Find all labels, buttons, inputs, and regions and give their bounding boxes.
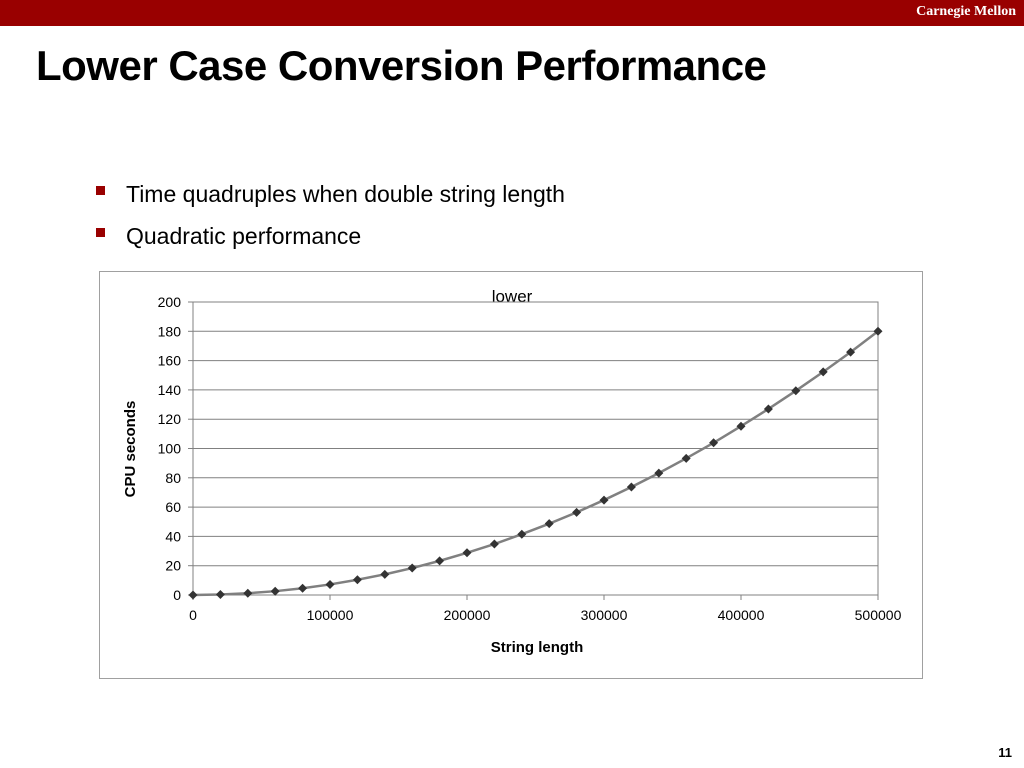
data-point — [544, 519, 554, 529]
y-tick-label: 200 — [158, 294, 182, 310]
page-number: 11 — [998, 745, 1012, 760]
y-tick-label: 40 — [165, 528, 181, 544]
data-point — [599, 495, 609, 505]
data-point — [435, 556, 445, 566]
data-point — [215, 590, 225, 600]
x-tick-label: 100000 — [307, 607, 354, 623]
data-point — [846, 347, 856, 357]
slide-title: Lower Case Conversion Performance — [36, 42, 767, 89]
y-tick-label: 100 — [158, 441, 182, 457]
x-axis-label: String length — [491, 639, 584, 656]
data-point — [791, 386, 801, 396]
y-tick-label: 60 — [165, 499, 181, 515]
square-bullet-icon — [96, 185, 105, 195]
gridlines — [193, 330, 878, 567]
data-point — [517, 529, 527, 539]
data-point — [736, 421, 746, 431]
x-tick-label: 200000 — [444, 607, 491, 623]
data-point — [626, 482, 636, 492]
bullet-text: Time quadruples when double string lengt… — [126, 180, 565, 207]
x-tick-label: 300000 — [581, 607, 628, 623]
data-point — [380, 569, 390, 579]
header-bar: Carnegie Mellon — [0, 0, 1024, 26]
chart-title: lower — [492, 287, 533, 306]
y-axis: 0 20 40 60 80 100 120 140 160 180 200 — [158, 294, 193, 603]
x-tick-label: 0 — [189, 607, 197, 623]
y-tick-label: 80 — [165, 470, 181, 486]
data-point — [572, 507, 582, 517]
data-point — [407, 563, 417, 573]
data-point — [489, 539, 499, 549]
data-point — [462, 548, 472, 558]
data-point — [763, 404, 773, 414]
y-tick-label: 140 — [158, 382, 182, 398]
y-tick-label: 160 — [158, 353, 182, 369]
data-point — [243, 588, 253, 598]
data-point — [298, 583, 308, 593]
y-axis-label: CPU seconds — [122, 401, 139, 498]
line-chart: lower 0 20 40 60 80 100 120 140 160 180 200 0 10000… — [122, 287, 902, 656]
data-point — [709, 438, 719, 448]
data-point — [325, 579, 335, 589]
institution-name: Carnegie Mellon — [916, 4, 1016, 19]
data-point — [188, 590, 198, 600]
data-point — [681, 453, 691, 463]
data-point — [818, 367, 828, 377]
data-point — [270, 586, 280, 596]
bullet-item: Time quadruples when double string lengt… — [96, 176, 565, 212]
x-tick-label: 400000 — [718, 607, 765, 623]
y-tick-label: 0 — [173, 587, 181, 603]
x-tick-label: 500000 — [855, 607, 902, 623]
data-point — [654, 468, 664, 478]
series-line — [192, 330, 879, 597]
data-series — [188, 326, 883, 600]
y-tick-label: 180 — [158, 323, 182, 339]
bullet-list: Time quadruples when double string lengt… — [96, 176, 565, 260]
y-tick-label: 120 — [158, 411, 182, 427]
y-tick-label: 20 — [165, 558, 181, 574]
bullet-item: Quadratic performance — [96, 218, 565, 254]
data-point — [873, 326, 883, 336]
square-bullet-icon — [96, 227, 105, 237]
x-axis: 0 100000 200000 300000 400000 500000 — [189, 595, 902, 623]
data-point — [352, 575, 362, 585]
bullet-text: Quadratic performance — [126, 222, 362, 249]
chart-frame: lower 0 20 40 60 80 100 120 140 160 180 200 0 10000… — [99, 271, 923, 679]
